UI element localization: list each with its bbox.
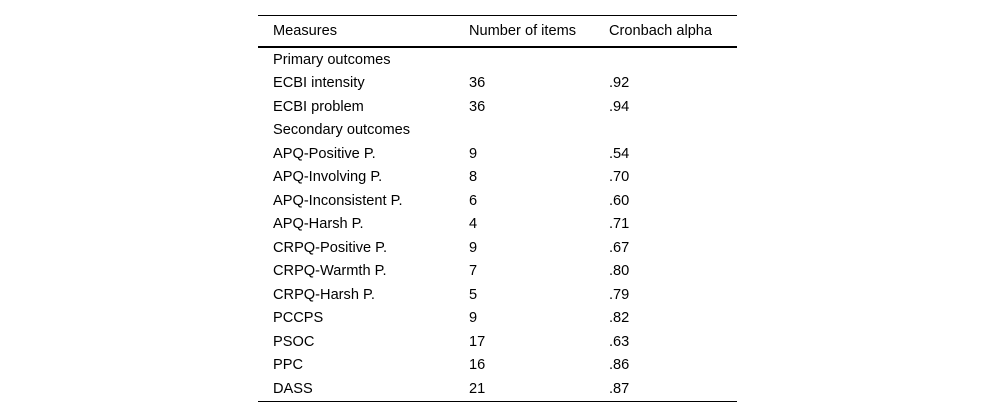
- cell-items: 9: [469, 310, 478, 327]
- cell-measure: CRPQ-Harsh P.: [273, 286, 375, 303]
- cell-measure: APQ-Harsh P.: [273, 216, 364, 233]
- cell-measure: APQ-Positive P.: [273, 145, 376, 162]
- table-row: CRPQ-Harsh P. 5 .79: [258, 283, 737, 307]
- cell-alpha: .70: [609, 169, 630, 186]
- cell-alpha: .80: [609, 263, 630, 280]
- cell-alpha: .94: [609, 98, 630, 115]
- header-row: Measures Number of items Cronbach alpha: [258, 15, 737, 48]
- cell-measure: APQ-Involving P.: [273, 169, 383, 186]
- cell-items: 16: [469, 357, 486, 374]
- table-row: PPC 16 .86: [258, 354, 737, 378]
- cell-items: 36: [469, 98, 486, 115]
- cell-alpha: .87: [609, 377, 737, 402]
- cell-measure: Primary outcomes: [273, 51, 391, 68]
- cell-measure: PPC: [273, 357, 304, 374]
- cell-alpha: .79: [609, 286, 630, 303]
- cell-items: 9: [469, 239, 478, 256]
- cell-items: 36: [469, 75, 486, 92]
- cell-alpha: .92: [609, 75, 630, 92]
- column-header-measures: Measures: [258, 15, 469, 48]
- cell-alpha: .86: [609, 357, 630, 374]
- cell-measure: PSOC: [273, 333, 315, 350]
- cell-alpha: .63: [609, 333, 630, 350]
- cell-measure: ECBI intensity: [273, 75, 365, 92]
- cell-alpha: .67: [609, 239, 630, 256]
- cell-alpha: .54: [609, 145, 630, 162]
- cell-items: 5: [469, 286, 478, 303]
- cell-measure: CRPQ-Positive P.: [273, 239, 388, 256]
- table-header: Measures Number of items Cronbach alpha: [258, 15, 737, 48]
- cell-measure: DASS: [258, 377, 469, 402]
- table-row: ECBI problem 36 .94: [258, 95, 737, 119]
- table-row: DASS 21.87: [258, 377, 737, 402]
- cell-measure: CRPQ-Warmth P.: [273, 263, 387, 280]
- table-row: APQ-Positive P. 9 .54: [258, 142, 737, 166]
- cell-measure: PCCPS: [273, 310, 324, 327]
- cell-items: 4: [469, 216, 478, 233]
- cell-items: [469, 47, 609, 72]
- table-row: ECBI intensity 36 .92: [258, 72, 737, 96]
- cell-items: 6: [469, 192, 478, 209]
- cell-items: 7: [469, 263, 478, 280]
- cell-alpha: [609, 119, 737, 143]
- table-row: APQ-Inconsistent P. 6 .60: [258, 189, 737, 213]
- cell-items: 21: [469, 377, 609, 402]
- cell-items: [469, 119, 609, 143]
- section-row: Primary outcomes: [258, 47, 737, 72]
- cell-alpha: [609, 47, 737, 72]
- cell-measure: ECBI problem: [273, 98, 364, 115]
- table-row: CRPQ-Positive P. 9 .67: [258, 236, 737, 260]
- table-row: CRPQ-Warmth P. 7 .80: [258, 260, 737, 284]
- cell-items: 17: [469, 333, 486, 350]
- cell-items: 9: [469, 145, 478, 162]
- cell-items: 8: [469, 169, 478, 186]
- cell-alpha: .71: [609, 216, 630, 233]
- measures-reliability-table: Measures Number of items Cronbach alpha …: [258, 15, 737, 402]
- cell-measure: Secondary outcomes: [273, 122, 411, 139]
- table-row: PSOC 17 .63: [258, 330, 737, 354]
- table-body: Primary outcomes ECBI intensity 36.92 ECBI …: [258, 47, 737, 402]
- column-header-number-of-items: Number of items: [469, 15, 609, 48]
- table-row: PCCPS 9 .82: [258, 307, 737, 331]
- cell-measure: APQ-Inconsistent P.: [273, 192, 403, 209]
- table-row: APQ-Involving P. 8 .70: [258, 166, 737, 190]
- cell-alpha: .82: [609, 310, 630, 327]
- table-row: APQ-Harsh P. 4 .71: [258, 213, 737, 237]
- cell-alpha: .60: [609, 192, 630, 209]
- column-header-cronbach-alpha: Cronbach alpha: [609, 15, 737, 48]
- section-row: Secondary outcomes: [258, 119, 737, 143]
